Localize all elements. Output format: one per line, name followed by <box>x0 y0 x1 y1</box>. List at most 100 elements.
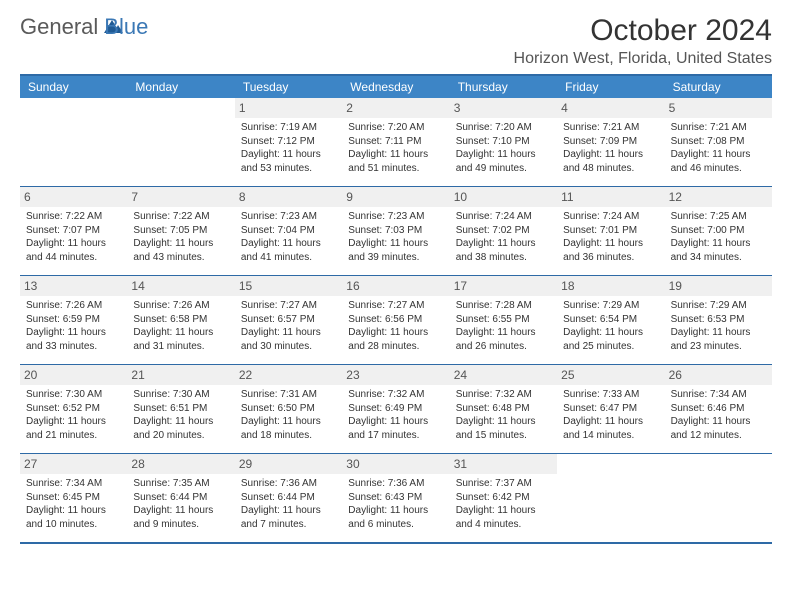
day-cell: 22 Sunrise: 7:31 AMSunset: 6:50 PMDayligh… <box>235 365 342 453</box>
sunrise-text: Sunrise: 7:37 AM <box>456 477 551 491</box>
logo-text-1: General <box>20 14 98 40</box>
daylight-text: Daylight: 11 hours and 41 minutes. <box>241 237 336 264</box>
sunset-text: Sunset: 6:54 PM <box>563 313 658 327</box>
daylight-text: Daylight: 11 hours and 26 minutes. <box>456 326 551 353</box>
sunset-text: Sunset: 6:53 PM <box>671 313 766 327</box>
day-header-mon: Monday <box>127 76 234 98</box>
header: General Blue October 2024 Horizon West, … <box>20 14 772 68</box>
day-cell: 16Sunrise: 7:27 AMSunset: 6:56 PMDayligh… <box>342 276 449 364</box>
sunrise-text: Sunrise: 7:32 AM <box>456 388 551 402</box>
day-cell <box>127 98 234 186</box>
daylight-text: Daylight: 11 hours and 36 minutes. <box>563 237 658 264</box>
day-cell: 13Sunrise: 7:26 AMSunset: 6:59 PMDayligh… <box>20 276 127 364</box>
daylight-text: Daylight: 11 hours and 38 minutes. <box>456 237 551 264</box>
day-number: 23 <box>342 365 449 385</box>
day-header-sun: Sunday <box>20 76 127 98</box>
daylight-text: Daylight: 11 hours and 20 minutes. <box>133 415 228 442</box>
day-number: 27 <box>20 454 127 474</box>
sunrise-text: Sunrise: 7:25 AM <box>671 210 766 224</box>
daylight-text: Daylight: 11 hours and 10 minutes. <box>26 504 121 531</box>
sunrise-text: Sunrise: 7:31 AM <box>241 388 336 402</box>
day-cell: 12Sunrise: 7:25 AMSunset: 7:00 PMDayligh… <box>665 187 772 275</box>
sunset-text: Sunset: 6:44 PM <box>133 491 228 505</box>
daylight-text: Daylight: 11 hours and 28 minutes. <box>348 326 443 353</box>
sunset-text: Sunset: 6:47 PM <box>563 402 658 416</box>
day-number: 29 <box>235 454 342 474</box>
day-cell: 18Sunrise: 7:29 AMSunset: 6:54 PMDayligh… <box>557 276 664 364</box>
day-cell: 26Sunrise: 7:34 AMSunset: 6:46 PMDayligh… <box>665 365 772 453</box>
day-cell: 19Sunrise: 7:29 AMSunset: 6:53 PMDayligh… <box>665 276 772 364</box>
sunset-text: Sunset: 6:56 PM <box>348 313 443 327</box>
day-cell <box>665 454 772 542</box>
sunset-text: Sunset: 6:45 PM <box>26 491 121 505</box>
day-header-sat: Saturday <box>665 76 772 98</box>
sunset-text: Sunset: 7:07 PM <box>26 224 121 238</box>
daylight-text: Daylight: 11 hours and 18 minutes. <box>241 415 336 442</box>
daylight-text: Daylight: 11 hours and 7 minutes. <box>241 504 336 531</box>
sunrise-text: Sunrise: 7:35 AM <box>133 477 228 491</box>
day-cell: 29Sunrise: 7:36 AMSunset: 6:44 PMDayligh… <box>235 454 342 542</box>
sunrise-text: Sunrise: 7:21 AM <box>563 121 658 135</box>
sunset-text: Sunset: 7:09 PM <box>563 135 658 149</box>
day-number: 20 <box>20 365 127 385</box>
day-header-wed: Wednesday <box>342 76 449 98</box>
day-cell: 21Sunrise: 7:30 AMSunset: 6:51 PMDayligh… <box>127 365 234 453</box>
sunrise-text: Sunrise: 7:34 AM <box>26 477 121 491</box>
calendar: Sunday Monday Tuesday Wednesday Thursday… <box>20 74 772 544</box>
month-title: October 2024 <box>514 14 772 48</box>
sunset-text: Sunset: 7:00 PM <box>671 224 766 238</box>
daylight-text: Daylight: 11 hours and 48 minutes. <box>563 148 658 175</box>
day-cell: 5Sunrise: 7:21 AMSunset: 7:08 PMDaylight… <box>665 98 772 186</box>
day-cell: 23Sunrise: 7:32 AMSunset: 6:49 PMDayligh… <box>342 365 449 453</box>
daylight-text: Daylight: 11 hours and 43 minutes. <box>133 237 228 264</box>
day-cell: 17Sunrise: 7:28 AMSunset: 6:55 PMDayligh… <box>450 276 557 364</box>
day-number: 22 <box>235 365 342 385</box>
sunrise-text: Sunrise: 7:21 AM <box>671 121 766 135</box>
sunrise-text: Sunrise: 7:33 AM <box>563 388 658 402</box>
daylight-text: Daylight: 11 hours and 4 minutes. <box>456 504 551 531</box>
day-cell: 14Sunrise: 7:26 AMSunset: 6:58 PMDayligh… <box>127 276 234 364</box>
sunrise-text: Sunrise: 7:24 AM <box>456 210 551 224</box>
daylight-text: Daylight: 11 hours and 25 minutes. <box>563 326 658 353</box>
sunset-text: Sunset: 6:42 PM <box>456 491 551 505</box>
day-number: 21 <box>127 365 234 385</box>
day-number: 2 <box>342 98 449 118</box>
logo: General Blue <box>20 14 148 40</box>
sunrise-text: Sunrise: 7:19 AM <box>241 121 336 135</box>
sunset-text: Sunset: 7:01 PM <box>563 224 658 238</box>
day-cell: 4Sunrise: 7:21 AMSunset: 7:09 PMDaylight… <box>557 98 664 186</box>
day-number: 1 <box>235 98 342 118</box>
sunrise-text: Sunrise: 7:23 AM <box>348 210 443 224</box>
day-number: 17 <box>450 276 557 296</box>
day-cell <box>557 454 664 542</box>
day-header-thu: Thursday <box>450 76 557 98</box>
sunset-text: Sunset: 6:50 PM <box>241 402 336 416</box>
sunrise-text: Sunrise: 7:29 AM <box>563 299 658 313</box>
daylight-text: Daylight: 11 hours and 21 minutes. <box>26 415 121 442</box>
sunrise-text: Sunrise: 7:36 AM <box>348 477 443 491</box>
sunset-text: Sunset: 6:44 PM <box>241 491 336 505</box>
day-number: 7 <box>127 187 234 207</box>
sunrise-text: Sunrise: 7:32 AM <box>348 388 443 402</box>
day-number: 31 <box>450 454 557 474</box>
sunrise-text: Sunrise: 7:26 AM <box>26 299 121 313</box>
daylight-text: Daylight: 11 hours and 15 minutes. <box>456 415 551 442</box>
day-number: 8 <box>235 187 342 207</box>
sunset-text: Sunset: 6:52 PM <box>26 402 121 416</box>
location: Horizon West, Florida, United States <box>514 50 772 68</box>
day-number: 15 <box>235 276 342 296</box>
week-row: 1Sunrise: 7:19 AMSunset: 7:12 PMDaylight… <box>20 98 772 187</box>
sunrise-text: Sunrise: 7:23 AM <box>241 210 336 224</box>
day-header-fri: Friday <box>557 76 664 98</box>
sunrise-text: Sunrise: 7:27 AM <box>241 299 336 313</box>
day-number: 3 <box>450 98 557 118</box>
day-cell <box>20 98 127 186</box>
day-number: 5 <box>665 98 772 118</box>
daylight-text: Daylight: 11 hours and 39 minutes. <box>348 237 443 264</box>
weeks-container: 1Sunrise: 7:19 AMSunset: 7:12 PMDaylight… <box>20 98 772 542</box>
day-cell: 15Sunrise: 7:27 AMSunset: 6:57 PMDayligh… <box>235 276 342 364</box>
sunrise-text: Sunrise: 7:28 AM <box>456 299 551 313</box>
sunset-text: Sunset: 7:03 PM <box>348 224 443 238</box>
sunrise-text: Sunrise: 7:26 AM <box>133 299 228 313</box>
sunrise-text: Sunrise: 7:29 AM <box>671 299 766 313</box>
